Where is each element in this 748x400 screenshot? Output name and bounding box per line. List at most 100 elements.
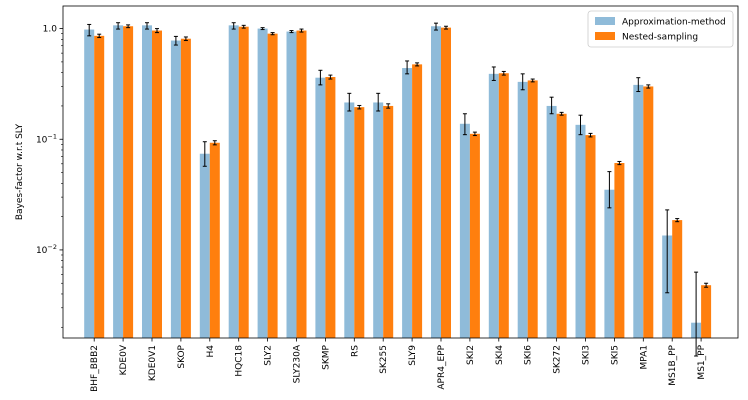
error-bar-approximation-SKOP — [173, 35, 178, 46]
x-tick-label: HQC18 — [235, 345, 245, 377]
error-bar-approximation-SKI3 — [578, 114, 583, 136]
error-bar-nested-SKI2 — [472, 131, 477, 137]
error-bar-nested-SKOP — [183, 36, 188, 42]
legend-label-approximation: Approximation-method — [622, 18, 726, 28]
y-tick-label: 10−1 — [36, 132, 57, 145]
bar-nested-SLY230A — [296, 30, 307, 338]
legend: Approximation-method Nested-sampling — [587, 10, 734, 48]
bar-approximation-SKI3 — [575, 124, 586, 339]
bar-nested-SK272 — [556, 113, 567, 338]
x-tick-label: SKI3 — [582, 345, 592, 365]
error-bar-nested-RS — [357, 104, 362, 110]
error-bar-nested-MS1_PP — [704, 282, 709, 288]
error-bar-nested-SK255 — [386, 103, 391, 109]
bar-approximation-KDE0V1 — [142, 25, 152, 339]
x-tick-label: SLY2 — [264, 345, 274, 366]
bar-nested-BHF_BBB2 — [94, 35, 105, 339]
bar-approximation-SKI2 — [459, 123, 470, 338]
error-bar-nested-APR4_EPP — [444, 25, 448, 30]
legend-swatch-approximation — [595, 17, 615, 25]
error-bar-approximation-SKI6 — [520, 73, 525, 91]
x-tick-label: SKI5 — [610, 345, 620, 365]
x-tick-label: BHF_BBB2 — [90, 345, 100, 392]
x-tick-label: SKI4 — [495, 345, 505, 365]
bar-approximation-SKI4 — [488, 73, 499, 339]
bar-approximation-SK255 — [373, 102, 384, 338]
error-bar-approximation-KDE0V1 — [145, 22, 149, 30]
x-tick-label: SLY230A — [293, 344, 303, 383]
bars-layer — [84, 25, 712, 339]
y-tick-label: 1.0 — [43, 25, 58, 35]
error-bar-nested-SKI4 — [501, 70, 506, 76]
error-bar-approximation-SK272 — [549, 96, 554, 115]
y-tick-label: 10−2 — [36, 243, 57, 256]
x-tick-label: SK272 — [553, 345, 563, 374]
bar-approximation-SKOP — [170, 40, 181, 338]
bar-nested-SKOP — [180, 38, 191, 339]
bar-nested-RS — [354, 107, 365, 338]
bar-approximation-BHF_BBB2 — [84, 29, 95, 338]
bar-approximation-H4 — [199, 153, 210, 338]
error-bar-nested-SK272 — [559, 111, 564, 116]
bar-nested-SLY2 — [267, 33, 278, 338]
error-bar-nested-KDE0V — [126, 24, 131, 29]
x-tick-label: SKI2 — [466, 345, 476, 365]
x-axis: BHF_BBB2 KDE0V KDE0V1 SKOP H4 HQC18 SLY2 SLY230… — [90, 338, 707, 392]
bar-nested-SKI6 — [527, 80, 538, 339]
error-bar-approximation-H4 — [202, 141, 207, 167]
bar-nested-SK255 — [383, 105, 394, 338]
error-bar-approximation-APR4_EPP — [434, 22, 438, 31]
bar-approximation-SLY2 — [257, 28, 268, 339]
error-bar-nested-MPA1 — [646, 84, 651, 89]
error-bar-approximation-SLY2 — [260, 27, 265, 31]
y-axis: 10−2 10−1 1.0 — [36, 25, 63, 328]
x-tick-label: SLY9 — [408, 345, 418, 366]
bar-approximation-APR4_EPP — [431, 26, 441, 339]
bar-nested-KDE0V1 — [152, 30, 162, 338]
bar-nested-SKI5 — [614, 163, 625, 338]
bar-approximation-SLY9 — [402, 68, 413, 338]
bar-nested-APR4_EPP — [441, 27, 451, 339]
bar-nested-SLY9 — [412, 64, 423, 338]
error-bar-approximation-MPA1 — [636, 77, 641, 93]
x-tick-label: KDE0V — [119, 344, 129, 375]
x-tick-label: H4 — [206, 345, 216, 358]
error-bar-approximation-BHF_BBB2 — [87, 23, 92, 37]
bar-nested-MS1_PP — [701, 285, 712, 338]
error-bar-nested-SKI6 — [530, 78, 535, 83]
bar-nested-SKI4 — [498, 73, 509, 338]
bar-nested-MS1B_PP — [672, 220, 683, 338]
bar-nested-SKMP — [325, 77, 336, 338]
bar-approximation-SKI6 — [517, 81, 528, 339]
x-tick-label: SKMP — [321, 344, 331, 369]
bar-nested-MPA1 — [643, 86, 654, 338]
bar-nested-H4 — [209, 142, 220, 338]
bar-approximation-MPA1 — [633, 84, 644, 338]
x-tick-label: SKI6 — [524, 345, 534, 365]
error-bar-nested-MS1B_PP — [675, 218, 680, 223]
x-tick-label: SKOP — [177, 344, 187, 368]
x-tick-label: MS1_PP — [697, 344, 707, 379]
x-tick-label: SK255 — [379, 345, 389, 374]
bar-approximation-SLY230A — [286, 31, 297, 338]
error-bar-nested-H4 — [212, 140, 217, 146]
error-bar-nested-SLY230A — [299, 28, 304, 33]
bar-nested-SKI2 — [469, 133, 480, 338]
bar-nested-HQC18 — [238, 26, 249, 338]
x-tick-label: KDE0V1 — [148, 345, 158, 381]
error-bar-nested-SLY9 — [415, 62, 420, 67]
error-bar-nested-SLY2 — [270, 32, 275, 36]
error-bar-approximation-SKI4 — [491, 66, 496, 81]
error-bar-approximation-SKMP — [318, 69, 323, 86]
x-tick-label: MS1B_PP — [668, 344, 678, 385]
bar-approximation-SK272 — [546, 105, 557, 338]
error-bar-approximation-SLY9 — [405, 60, 410, 75]
error-bar-nested-KDE0V1 — [155, 28, 159, 34]
error-bars-layer — [87, 22, 709, 357]
bar-approximation-RS — [344, 102, 355, 338]
error-bar-nested-BHF_BBB2 — [97, 33, 102, 39]
error-bar-approximation-MS1B_PP — [665, 209, 670, 294]
x-tick-label: RS — [350, 345, 360, 357]
bar-approximation-SKMP — [315, 77, 326, 338]
